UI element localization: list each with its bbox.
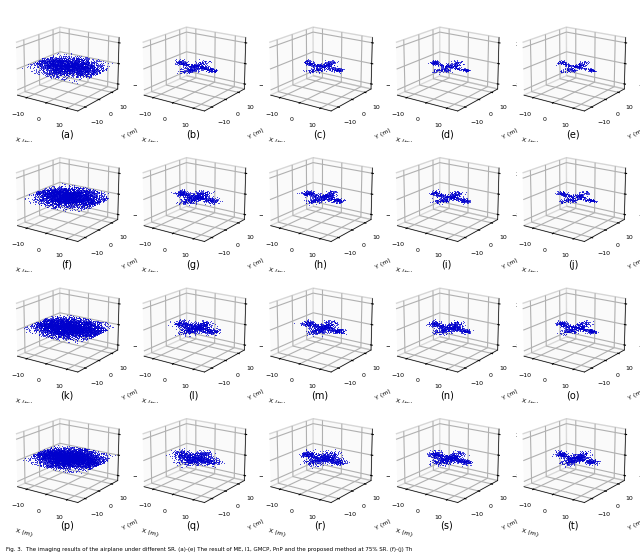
X-axis label: X (m): X (m) (141, 528, 159, 537)
X-axis label: X (m): X (m) (141, 398, 159, 407)
Y-axis label: Y (m): Y (m) (122, 258, 138, 270)
Title: (c): (c) (314, 129, 326, 139)
Title: (a): (a) (60, 129, 74, 139)
Y-axis label: Y (m): Y (m) (374, 127, 392, 140)
X-axis label: X (m): X (m) (15, 267, 33, 276)
Title: (i): (i) (442, 260, 452, 270)
Y-axis label: Y (m): Y (m) (628, 127, 640, 140)
Title: (b): (b) (186, 129, 200, 139)
Y-axis label: Y (m): Y (m) (501, 258, 518, 270)
Title: (j): (j) (568, 260, 579, 270)
Title: (d): (d) (440, 129, 454, 139)
Title: (p): (p) (60, 521, 74, 531)
Title: (o): (o) (566, 390, 580, 400)
Title: (m): (m) (312, 390, 328, 400)
Y-axis label: Y (m): Y (m) (122, 388, 138, 401)
Y-axis label: Y (m): Y (m) (122, 127, 138, 140)
X-axis label: X (m): X (m) (268, 137, 286, 146)
Title: (h): (h) (313, 260, 327, 270)
X-axis label: X (m): X (m) (522, 528, 540, 537)
Y-axis label: Y (m): Y (m) (374, 258, 392, 270)
X-axis label: X (m): X (m) (522, 137, 540, 146)
X-axis label: X (m): X (m) (395, 528, 413, 537)
Y-axis label: Y (m): Y (m) (628, 519, 640, 531)
Y-axis label: Y (m): Y (m) (248, 258, 265, 270)
X-axis label: X (m): X (m) (395, 137, 413, 146)
Title: (q): (q) (186, 521, 200, 531)
Title: (g): (g) (186, 260, 200, 270)
Y-axis label: Y (m): Y (m) (628, 258, 640, 270)
Title: (s): (s) (440, 521, 453, 531)
X-axis label: X (m): X (m) (268, 398, 286, 407)
Y-axis label: Y (m): Y (m) (374, 519, 392, 531)
Y-axis label: Y (m): Y (m) (628, 388, 640, 401)
Title: (t): (t) (568, 521, 579, 531)
Text: Fig. 3.  The imaging results of the airplane under different SR. (a)-(e) The res: Fig. 3. The imaging results of the airpl… (6, 547, 413, 552)
X-axis label: X (m): X (m) (268, 267, 286, 276)
X-axis label: X (m): X (m) (141, 267, 159, 276)
Title: (r): (r) (314, 521, 326, 531)
X-axis label: X (m): X (m) (395, 267, 413, 276)
Y-axis label: Y (m): Y (m) (122, 519, 138, 531)
Title: (l): (l) (188, 390, 198, 400)
Y-axis label: Y (m): Y (m) (501, 519, 518, 531)
X-axis label: X (m): X (m) (522, 398, 540, 407)
X-axis label: X (m): X (m) (268, 528, 286, 537)
Title: (k): (k) (60, 390, 74, 400)
X-axis label: X (m): X (m) (15, 137, 33, 146)
Y-axis label: Y (m): Y (m) (501, 127, 518, 140)
X-axis label: X (m): X (m) (395, 398, 413, 407)
Y-axis label: Y (m): Y (m) (248, 127, 265, 140)
Y-axis label: Y (m): Y (m) (248, 519, 265, 531)
Y-axis label: Y (m): Y (m) (248, 388, 265, 401)
Title: (f): (f) (61, 260, 72, 270)
X-axis label: X (m): X (m) (522, 267, 540, 276)
X-axis label: X (m): X (m) (15, 528, 33, 537)
Title: (n): (n) (440, 390, 454, 400)
X-axis label: X (m): X (m) (15, 398, 33, 407)
Title: (e): (e) (566, 129, 580, 139)
X-axis label: X (m): X (m) (141, 137, 159, 146)
Y-axis label: Y (m): Y (m) (501, 388, 518, 401)
Y-axis label: Y (m): Y (m) (374, 388, 392, 401)
